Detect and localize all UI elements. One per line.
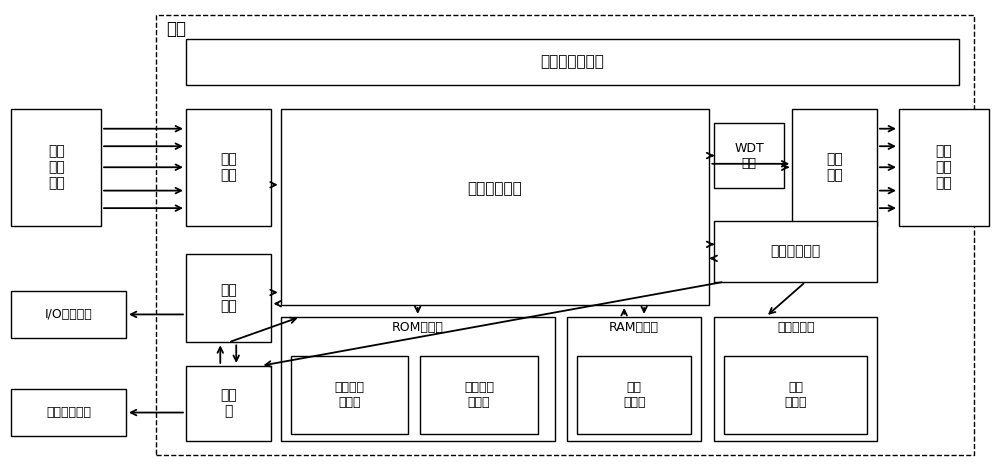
Bar — [186, 39, 959, 86]
Bar — [792, 109, 877, 226]
Text: 用户程序
存储器: 用户程序 存储器 — [464, 381, 494, 409]
Text: I/O扩展单元: I/O扩展单元 — [45, 308, 93, 321]
Text: ROM存储器: ROM存储器 — [392, 321, 444, 334]
Bar — [186, 109, 271, 226]
Text: 中央处理单元: 中央处理单元 — [468, 181, 522, 196]
Text: 系统程序
存储器: 系统程序 存储器 — [334, 381, 364, 409]
Text: 电源及电源监控: 电源及电源监控 — [540, 55, 604, 70]
Text: 主机: 主机 — [166, 20, 186, 38]
Text: 输入
单元: 输入 单元 — [220, 152, 237, 182]
Text: 用户
输入
设备: 用户 输入 设备 — [48, 144, 65, 190]
Text: 用户
输出
设备: 用户 输出 设备 — [935, 144, 952, 190]
Text: WDT
监控: WDT 监控 — [734, 141, 764, 170]
Text: 数据
存储器: 数据 存储器 — [784, 381, 807, 409]
Bar — [156, 16, 974, 454]
Bar — [724, 356, 867, 433]
Text: 扩展存储器: 扩展存储器 — [777, 321, 814, 334]
Bar — [11, 109, 101, 226]
Bar — [186, 254, 271, 343]
Bar — [291, 356, 408, 433]
Bar — [186, 366, 271, 440]
Text: 特殊功能单元: 特殊功能单元 — [46, 406, 91, 419]
Text: RAM存储器: RAM存储器 — [609, 321, 659, 334]
Bar — [577, 356, 691, 433]
Bar — [281, 109, 709, 305]
Text: 远程通讯单元: 远程通讯单元 — [771, 244, 821, 258]
Text: 总线
接口: 总线 接口 — [220, 283, 237, 313]
Bar — [714, 221, 877, 282]
Text: 扩展
口: 扩展 口 — [220, 388, 237, 418]
Text: 变量
存储器: 变量 存储器 — [623, 381, 645, 409]
Bar — [714, 317, 877, 440]
Bar — [11, 389, 126, 436]
Bar — [420, 356, 538, 433]
Text: 输出
单元: 输出 单元 — [826, 152, 843, 182]
Bar — [714, 123, 784, 188]
Bar — [281, 317, 555, 440]
Bar — [567, 317, 701, 440]
Bar — [11, 291, 126, 338]
Bar — [899, 109, 989, 226]
